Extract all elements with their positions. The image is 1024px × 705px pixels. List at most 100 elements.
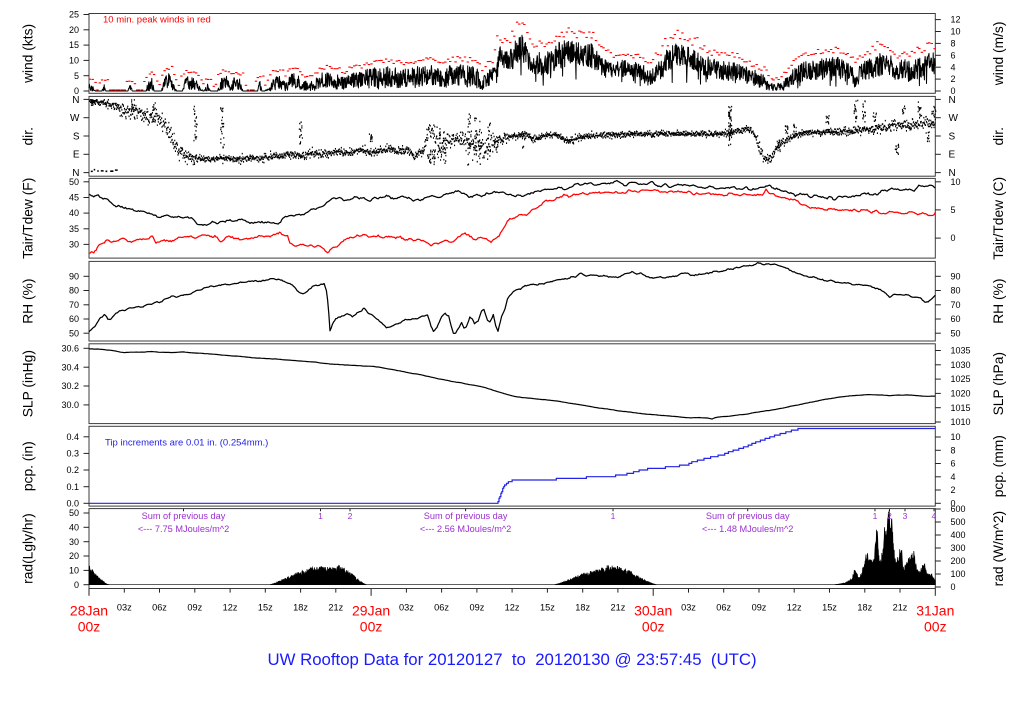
svg-text:21z: 21z bbox=[893, 603, 908, 613]
svg-text:18z: 18z bbox=[857, 603, 872, 613]
svg-text:1020: 1020 bbox=[951, 389, 971, 399]
svg-text:Tair/Tdew (F): Tair/Tdew (F) bbox=[21, 178, 36, 259]
svg-text:SLP (hPa): SLP (hPa) bbox=[991, 352, 1006, 415]
svg-text:8: 8 bbox=[951, 39, 956, 49]
svg-text:15: 15 bbox=[69, 40, 79, 50]
svg-text:12z: 12z bbox=[787, 603, 802, 613]
svg-text:4: 4 bbox=[951, 472, 956, 482]
svg-text:10: 10 bbox=[951, 27, 961, 37]
svg-text:35: 35 bbox=[69, 224, 79, 234]
svg-text:15z: 15z bbox=[540, 603, 555, 613]
svg-text:50: 50 bbox=[951, 328, 961, 338]
svg-text:1: 1 bbox=[611, 511, 616, 521]
svg-text:20: 20 bbox=[69, 551, 79, 561]
svg-text:0.0: 0.0 bbox=[66, 498, 79, 508]
svg-text:dir.: dir. bbox=[991, 127, 1006, 145]
svg-text:Sum of previous day: Sum of previous day bbox=[424, 511, 508, 521]
svg-text:1035: 1035 bbox=[951, 346, 971, 356]
svg-text:40: 40 bbox=[69, 208, 79, 218]
svg-text:2: 2 bbox=[951, 485, 956, 495]
svg-text:1015: 1015 bbox=[951, 403, 971, 413]
svg-text:18z: 18z bbox=[293, 603, 308, 613]
svg-text:1010: 1010 bbox=[951, 417, 971, 427]
svg-text:06z: 06z bbox=[152, 603, 167, 613]
svg-text:30.6: 30.6 bbox=[61, 343, 79, 353]
svg-text:Sum of previous day: Sum of previous day bbox=[706, 511, 790, 521]
svg-text:03z: 03z bbox=[117, 603, 132, 613]
svg-text:2: 2 bbox=[887, 511, 892, 521]
svg-text:21z: 21z bbox=[610, 603, 625, 613]
svg-text:1030: 1030 bbox=[951, 360, 971, 370]
svg-text:60: 60 bbox=[951, 314, 961, 324]
svg-text:Tip increments are 0.01 in. (0: Tip increments are 0.01 in. (0.254mm.) bbox=[105, 438, 268, 449]
svg-text:5: 5 bbox=[951, 205, 956, 215]
svg-text:40: 40 bbox=[69, 522, 79, 532]
svg-text:0: 0 bbox=[951, 498, 956, 508]
svg-text:60: 60 bbox=[69, 314, 79, 324]
svg-text:80: 80 bbox=[69, 286, 79, 296]
svg-text:50: 50 bbox=[69, 328, 79, 338]
svg-text:1: 1 bbox=[873, 511, 878, 521]
svg-text:E: E bbox=[949, 150, 956, 161]
svg-text:pcp. (mm): pcp. (mm) bbox=[991, 435, 1006, 497]
svg-text:RH (%): RH (%) bbox=[991, 279, 1006, 324]
svg-text:W: W bbox=[949, 113, 959, 124]
svg-text:200: 200 bbox=[951, 556, 966, 566]
svg-text:70: 70 bbox=[951, 300, 961, 310]
svg-text:20: 20 bbox=[69, 25, 79, 35]
svg-text:10 min. peak winds in red: 10 min. peak winds in red bbox=[103, 15, 211, 26]
svg-text:90: 90 bbox=[69, 271, 79, 281]
svg-text:pcp. (in): pcp. (in) bbox=[21, 441, 36, 491]
svg-text:70: 70 bbox=[69, 300, 79, 310]
svg-text:15z: 15z bbox=[822, 603, 837, 613]
svg-text:rad(Lgly/hr): rad(Lgly/hr) bbox=[21, 513, 36, 584]
svg-text:RH (%): RH (%) bbox=[21, 279, 36, 324]
svg-text:N: N bbox=[72, 95, 79, 106]
svg-text:45: 45 bbox=[69, 193, 79, 203]
svg-text:<--- 2.56 MJoules/m^2: <--- 2.56 MJoules/m^2 bbox=[420, 524, 511, 534]
svg-text:wind (kts): wind (kts) bbox=[21, 24, 36, 84]
svg-text:30: 30 bbox=[69, 240, 79, 250]
svg-text:0.3: 0.3 bbox=[66, 449, 79, 459]
svg-text:28Jan: 28Jan bbox=[70, 603, 108, 619]
svg-text:N: N bbox=[72, 168, 79, 179]
svg-text:6: 6 bbox=[951, 50, 956, 60]
svg-text:12: 12 bbox=[951, 15, 961, 25]
svg-text:30.4: 30.4 bbox=[61, 362, 79, 372]
svg-text:400: 400 bbox=[951, 530, 966, 540]
svg-text:18z: 18z bbox=[575, 603, 590, 613]
svg-text:Tair/Tdew (C): Tair/Tdew (C) bbox=[991, 177, 1006, 260]
svg-text:wind (m/s): wind (m/s) bbox=[991, 22, 1006, 87]
svg-text:300: 300 bbox=[951, 543, 966, 553]
svg-text:1: 1 bbox=[318, 511, 323, 521]
svg-text:0: 0 bbox=[74, 86, 79, 96]
svg-text:80: 80 bbox=[951, 286, 961, 296]
svg-text:30Jan: 30Jan bbox=[634, 603, 672, 619]
svg-text:0: 0 bbox=[74, 580, 79, 590]
svg-text:03z: 03z bbox=[399, 603, 414, 613]
svg-text:500: 500 bbox=[951, 517, 966, 527]
svg-text:0.2: 0.2 bbox=[66, 465, 79, 475]
svg-text:03z: 03z bbox=[681, 603, 696, 613]
svg-text:21z: 21z bbox=[328, 603, 343, 613]
svg-text:600: 600 bbox=[951, 504, 966, 514]
svg-text:E: E bbox=[73, 150, 80, 161]
svg-text:30.0: 30.0 bbox=[61, 400, 79, 410]
svg-text:29Jan: 29Jan bbox=[352, 603, 390, 619]
svg-text:31Jan: 31Jan bbox=[916, 603, 954, 619]
svg-text:0: 0 bbox=[951, 86, 956, 96]
svg-text:00z: 00z bbox=[78, 619, 101, 635]
svg-text:S: S bbox=[949, 131, 956, 142]
svg-text:0: 0 bbox=[951, 233, 956, 243]
svg-text:<--- 7.75 MJoules/m^2: <--- 7.75 MJoules/m^2 bbox=[138, 524, 229, 534]
svg-text:4: 4 bbox=[932, 511, 937, 521]
svg-text:50: 50 bbox=[69, 177, 79, 187]
svg-text:2: 2 bbox=[951, 74, 956, 84]
svg-text:8: 8 bbox=[951, 445, 956, 455]
svg-text:06z: 06z bbox=[716, 603, 731, 613]
svg-text:09z: 09z bbox=[187, 603, 202, 613]
svg-text:<--- 1.48 MJoules/m^2: <--- 1.48 MJoules/m^2 bbox=[702, 524, 793, 534]
svg-text:0.1: 0.1 bbox=[66, 482, 79, 492]
svg-text:6: 6 bbox=[951, 459, 956, 469]
svg-text:12z: 12z bbox=[505, 603, 520, 613]
